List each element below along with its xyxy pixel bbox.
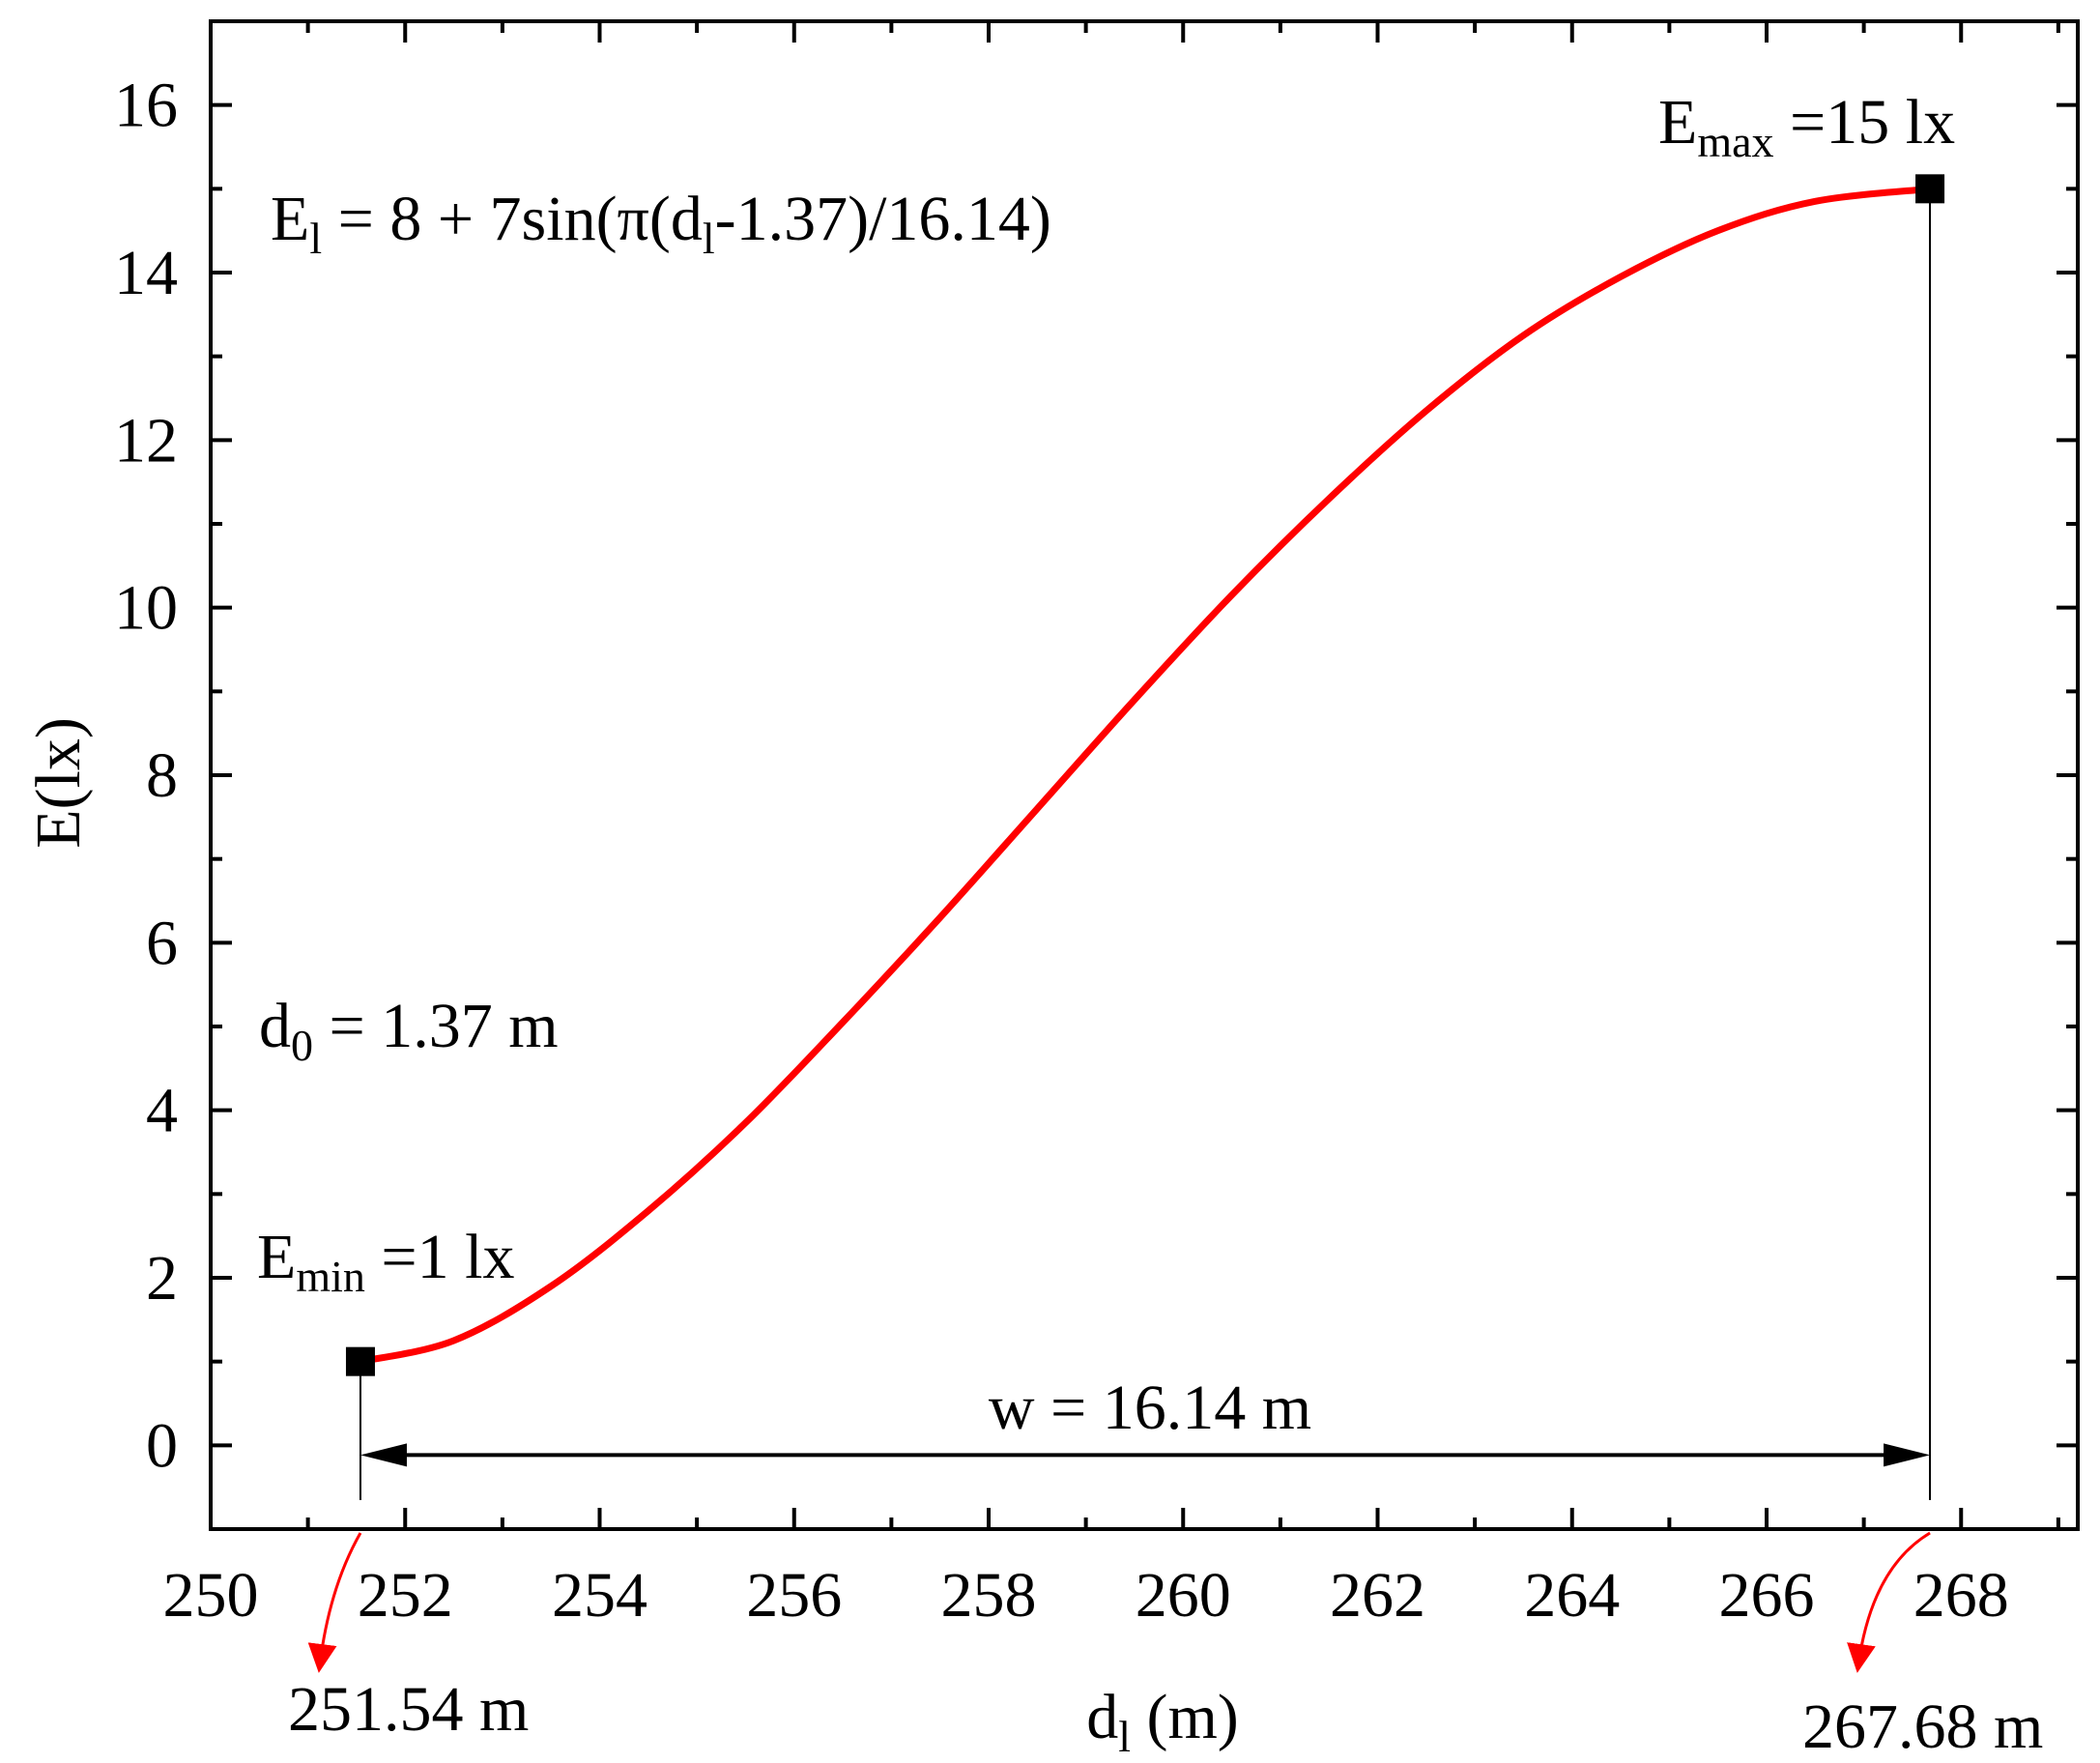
min-point-marker bbox=[345, 1346, 375, 1376]
width-arrow-right-head bbox=[1884, 1443, 1931, 1467]
max-point-marker bbox=[1915, 174, 1945, 204]
y-tick-label: 16 bbox=[114, 71, 178, 141]
y-tick-label: 2 bbox=[146, 1243, 178, 1314]
width-label: w = 16.14 m bbox=[989, 1373, 1311, 1443]
x-tick-label: 262 bbox=[1330, 1560, 1425, 1631]
left-value-label: 251.54 m bbox=[288, 1674, 529, 1745]
left-value-arrow bbox=[307, 1532, 362, 1673]
d0-label: d0 = 1.37 m bbox=[259, 991, 559, 1070]
y-tick-label: 8 bbox=[146, 740, 178, 811]
y-tick-label: 6 bbox=[146, 908, 178, 978]
series-curve bbox=[357, 185, 1934, 1366]
y-tick-label: 14 bbox=[114, 238, 178, 308]
x-tick-label: 266 bbox=[1719, 1560, 1815, 1631]
plot-marks bbox=[307, 174, 1945, 1673]
x-tick-label: 252 bbox=[358, 1560, 453, 1631]
x-axis-title: dl (m) bbox=[1086, 1682, 1239, 1761]
emin-label: Emin =1 lx bbox=[257, 1222, 514, 1301]
y-tick-label: 4 bbox=[146, 1076, 178, 1146]
width-arrow-left-head bbox=[360, 1443, 407, 1467]
right-value-label: 267.68 m bbox=[1802, 1691, 2043, 1762]
axis-ticks: 250 252 254 256 258 260 262 264 266 268 0 2 4 6 8 10 12 1… bbox=[114, 19, 2078, 1631]
y-axis-title: E(lx) bbox=[23, 717, 94, 849]
formula-label: El = 8 + 7sin(π(dl-1.37)/16.14) bbox=[271, 184, 1051, 263]
x-tick-label: 250 bbox=[163, 1560, 259, 1631]
emax-label: Emax =15 lx bbox=[1658, 87, 1955, 166]
x-tick-label: 260 bbox=[1136, 1560, 1231, 1631]
x-tick-label: 254 bbox=[552, 1560, 647, 1631]
x-tick-label: 258 bbox=[941, 1560, 1037, 1631]
x-tick-label: 264 bbox=[1524, 1560, 1620, 1631]
y-tick-label: 0 bbox=[146, 1410, 178, 1481]
right-value-arrow bbox=[1847, 1531, 1931, 1673]
x-tick-label: 268 bbox=[1913, 1560, 2009, 1631]
y-tick-label: 12 bbox=[114, 405, 178, 476]
x-tick-label: 256 bbox=[746, 1560, 842, 1631]
y-tick-label: 10 bbox=[114, 573, 178, 644]
